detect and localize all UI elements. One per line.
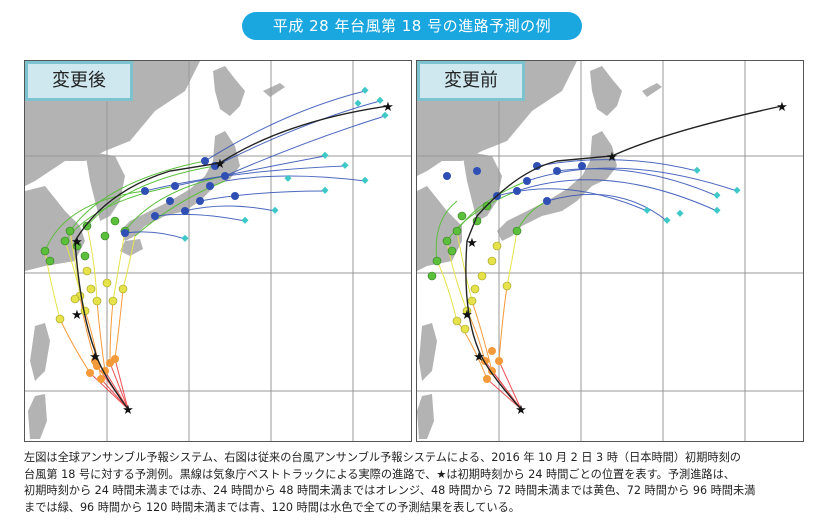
svg-text:★: ★ <box>382 100 394 115</box>
svg-text:★: ★ <box>71 235 83 250</box>
caption-line-3: 初期時刻から 24 時間未満までは赤、24 時間から 48 時間未満まではオレン… <box>24 484 756 497</box>
svg-text:★: ★ <box>122 403 134 418</box>
figure-caption: 左図は全球アンサンブル予報システム、右図は従来の台風アンサンブル予報システムによ… <box>24 450 814 516</box>
svg-text:★: ★ <box>466 236 478 251</box>
svg-text:★: ★ <box>71 308 83 323</box>
svg-text:★: ★ <box>461 308 473 323</box>
panel-label-after: 変更後 <box>25 61 133 101</box>
svg-text:★: ★ <box>473 350 485 365</box>
svg-text:★: ★ <box>776 100 788 115</box>
caption-line-4: までは緑、96 時間から 120 時間未満までは青、120 時間は水色で全ての予… <box>24 500 520 514</box>
svg-text:★: ★ <box>606 150 618 165</box>
land-masses <box>25 61 285 439</box>
typhoon-track-map-after: ★ ★ ★ ★ ★ ★ <box>25 61 411 441</box>
typhoon-track-map-before: ★ ★ ★ ★ ★ ★ <box>417 61 803 441</box>
map-panel-before: 変更前 <box>416 60 804 442</box>
figure-title: 平成 28 年台風第 18 号の進路予測の例 <box>242 12 582 40</box>
svg-text:★: ★ <box>515 403 527 418</box>
svg-text:★: ★ <box>214 157 226 172</box>
panel-label-before: 変更前 <box>417 61 525 101</box>
svg-text:★: ★ <box>89 350 101 365</box>
caption-line-1: 左図は全球アンサンブル予報システム、右図は従来の台風アンサンブル予報システムによ… <box>24 451 741 464</box>
caption-line-2: 台風第 18 号に対する予測例。黒線は気象庁ベストトラックによる実際の進路で、★… <box>24 467 735 481</box>
map-panel-after: 変更後 <box>24 60 412 442</box>
